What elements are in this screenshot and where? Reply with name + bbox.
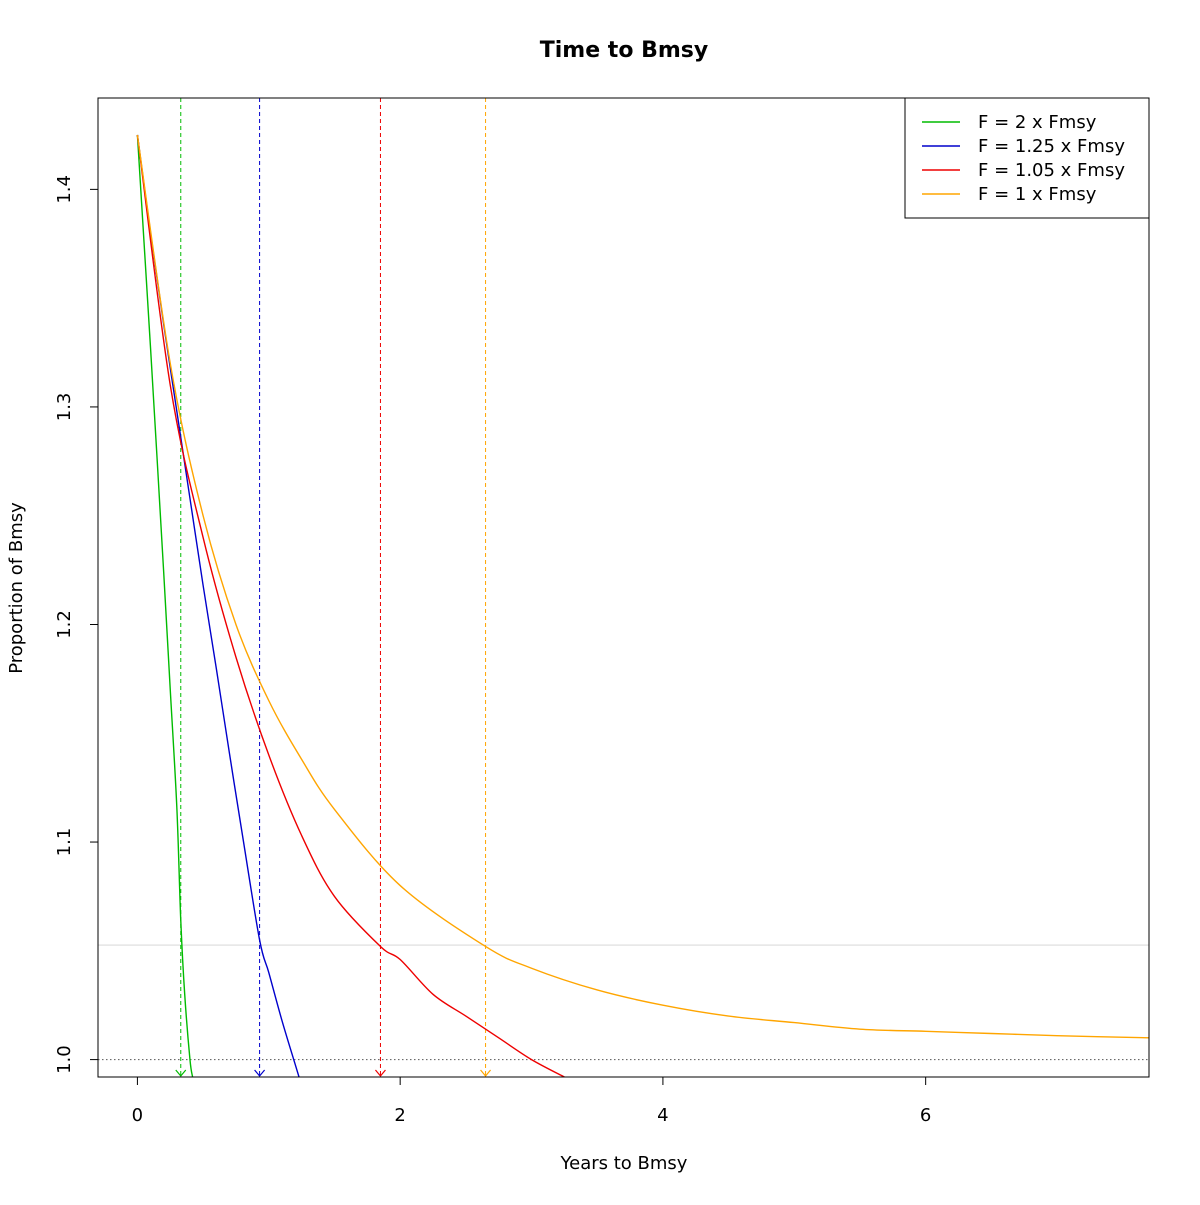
legend-label-2: F = 1.05 x Fmsy <box>978 160 1125 181</box>
y-axis: 1.0 1.1 1.2 1.3 1.4 <box>54 175 98 1074</box>
x-axis: 0 2 4 6 <box>132 1077 931 1126</box>
x-tick-label-0: 0 <box>132 1105 143 1126</box>
legend: F = 2 x Fmsy F = 1.25 x Fmsy F = 1.05 x Fm… <box>904 97 1150 219</box>
series-line-1 <box>136 134 300 1077</box>
x-tick-label-2: 4 <box>657 1105 668 1126</box>
x-tick-label-3: 6 <box>920 1105 931 1126</box>
legend-label-3: F = 1 x Fmsy <box>978 184 1097 205</box>
legend-box <box>904 97 1150 219</box>
marker-arrow-1 <box>254 1069 266 1077</box>
legend-label-1: F = 1.25 x Fmsy <box>978 136 1125 157</box>
legend-label-0: F = 2 x Fmsy <box>978 112 1097 133</box>
series-lines <box>136 134 1149 1077</box>
marker-arrow-3 <box>480 1069 492 1077</box>
series-line-3 <box>136 134 1149 1039</box>
marker-arrow-0 <box>175 1069 187 1077</box>
plot-frame <box>97 97 1150 1078</box>
y-tick-label-1: 1.1 <box>54 828 75 857</box>
reference-lines <box>98 944 1149 1061</box>
y-tick-label-3: 1.3 <box>54 393 75 422</box>
y-tick-label-0: 1.0 <box>54 1045 75 1074</box>
series-line-0 <box>136 134 194 1077</box>
series-line-2 <box>136 134 565 1077</box>
y-tick-label-2: 1.2 <box>54 610 75 639</box>
y-tick-label-4: 1.4 <box>54 175 75 204</box>
x-tick-label-1: 2 <box>394 1105 405 1126</box>
x-axis-label: Years to Bmsy <box>560 1153 688 1174</box>
chart-title: Time to Bmsy <box>540 38 708 63</box>
y-axis-label: Proportion of Bmsy <box>6 502 27 674</box>
marker-arrow-2 <box>374 1069 386 1077</box>
